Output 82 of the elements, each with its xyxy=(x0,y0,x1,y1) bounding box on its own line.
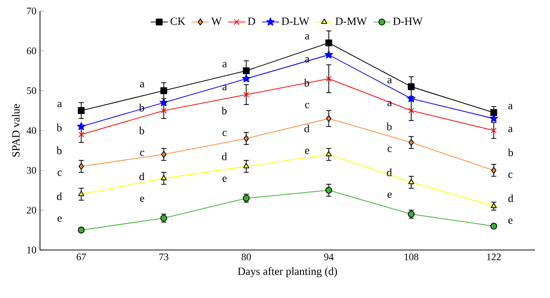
point xyxy=(326,76,332,82)
annotation: a xyxy=(508,104,513,110)
y-tick-label: 20 xyxy=(26,206,36,214)
legend-label: W xyxy=(211,18,222,26)
annotation: a xyxy=(58,102,62,108)
point xyxy=(78,226,85,234)
annotation: c xyxy=(388,146,392,152)
annotation: c xyxy=(305,102,310,108)
annotation: b xyxy=(56,146,62,154)
point xyxy=(408,83,415,90)
x-tick-label: 80 xyxy=(242,254,251,260)
annotation: d xyxy=(56,192,62,200)
legend-label: D xyxy=(248,18,256,25)
y-tick-label: 30 xyxy=(26,166,36,174)
y-tick-label: 60 xyxy=(26,47,36,54)
point xyxy=(78,107,85,114)
annotation: b xyxy=(508,148,514,156)
annotation: a xyxy=(508,126,513,132)
annotation: d xyxy=(304,124,310,132)
y-axis-title: SPAD value xyxy=(12,104,20,157)
legend-label: D-MW xyxy=(335,18,367,26)
annotation: a xyxy=(140,82,144,88)
annotation: c xyxy=(508,172,512,178)
point xyxy=(491,166,496,174)
point xyxy=(78,162,84,170)
point xyxy=(325,186,332,194)
annotation: a xyxy=(222,85,227,90)
annotation: a xyxy=(222,62,227,68)
point xyxy=(243,92,250,98)
point xyxy=(243,162,250,168)
legend-label: D-HW xyxy=(393,18,423,26)
point xyxy=(408,178,414,184)
point xyxy=(161,151,166,158)
annotation: e xyxy=(305,148,310,154)
y-tick-label: 40 xyxy=(26,127,36,134)
x-axis-title: Days after planting (d) xyxy=(238,267,337,278)
annotation: b xyxy=(386,122,392,130)
annotation: b xyxy=(222,106,227,114)
point xyxy=(490,109,498,116)
point xyxy=(160,108,167,114)
point xyxy=(78,132,84,138)
annotation: a xyxy=(388,100,392,106)
annotation: e xyxy=(388,192,392,198)
point xyxy=(244,135,249,142)
point xyxy=(490,128,497,134)
point xyxy=(325,39,332,46)
annotation: d xyxy=(139,172,144,180)
point xyxy=(160,174,167,180)
annotation: d xyxy=(386,168,392,176)
x-tick-label: 67 xyxy=(76,254,86,260)
annotation: d xyxy=(508,194,514,202)
x-tick-label: 94 xyxy=(324,254,334,260)
point xyxy=(78,190,84,196)
y-tick-label: 50 xyxy=(27,87,36,94)
annotation: b xyxy=(56,124,62,132)
point xyxy=(242,67,250,74)
legend-label: D-LW xyxy=(282,18,310,26)
annotation: a xyxy=(388,78,392,84)
x-tick-label: 73 xyxy=(159,254,168,260)
point xyxy=(490,202,497,208)
point xyxy=(242,74,250,82)
annotation: e xyxy=(140,196,144,202)
annotation: d xyxy=(222,152,227,160)
annotation: c xyxy=(222,130,227,136)
legend-label: CK xyxy=(170,18,186,25)
point xyxy=(324,50,333,58)
point xyxy=(160,87,168,94)
x-tick-label: 122 xyxy=(487,254,501,260)
annotation: e xyxy=(222,176,227,182)
x-tick-label: 108 xyxy=(404,254,418,260)
annotation: b xyxy=(139,126,144,134)
y-tick-label: 10 xyxy=(27,246,36,254)
point xyxy=(408,139,414,146)
annotation: a xyxy=(305,34,310,40)
annotation: c xyxy=(140,150,144,156)
point xyxy=(326,151,332,156)
annotation: e xyxy=(58,216,62,222)
y-tick-label: 70 xyxy=(27,8,36,14)
annotation: c xyxy=(58,170,62,176)
point xyxy=(326,115,332,122)
point xyxy=(408,108,414,114)
annotation: e xyxy=(508,218,512,224)
